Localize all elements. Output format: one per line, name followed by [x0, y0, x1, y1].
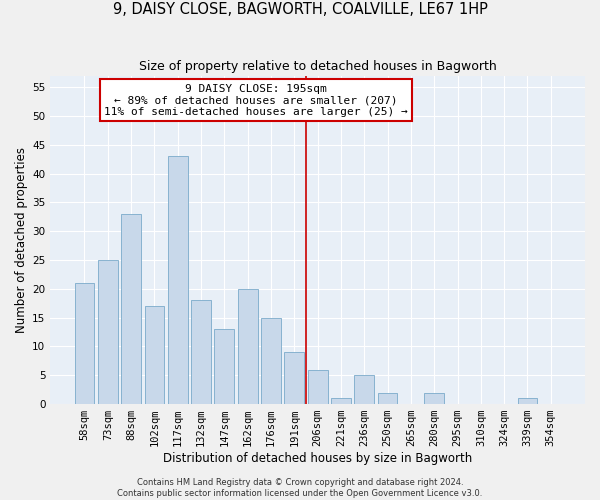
Bar	[145, 306, 164, 404]
X-axis label: Distribution of detached houses by size in Bagworth: Distribution of detached houses by size …	[163, 452, 472, 465]
Text: 9, DAISY CLOSE, BAGWORTH, COALVILLE, LE67 1HP: 9, DAISY CLOSE, BAGWORTH, COALVILLE, LE6…	[113, 2, 487, 18]
Bar	[308, 370, 328, 404]
Title: Size of property relative to detached houses in Bagworth: Size of property relative to detached ho…	[139, 60, 497, 73]
Bar	[214, 329, 234, 404]
Y-axis label: Number of detached properties: Number of detached properties	[15, 147, 28, 333]
Bar	[238, 289, 257, 404]
Bar	[261, 318, 281, 404]
Bar	[121, 214, 141, 404]
Bar	[355, 376, 374, 404]
Bar	[331, 398, 351, 404]
Bar	[191, 300, 211, 404]
Bar	[377, 392, 397, 404]
Bar	[424, 392, 444, 404]
Bar	[518, 398, 538, 404]
Bar	[74, 283, 94, 404]
Bar	[284, 352, 304, 404]
Bar	[98, 260, 118, 404]
Bar	[168, 156, 188, 404]
Text: 9 DAISY CLOSE: 195sqm
← 89% of detached houses are smaller (207)
11% of semi-det: 9 DAISY CLOSE: 195sqm ← 89% of detached …	[104, 84, 408, 117]
Text: Contains HM Land Registry data © Crown copyright and database right 2024.
Contai: Contains HM Land Registry data © Crown c…	[118, 478, 482, 498]
